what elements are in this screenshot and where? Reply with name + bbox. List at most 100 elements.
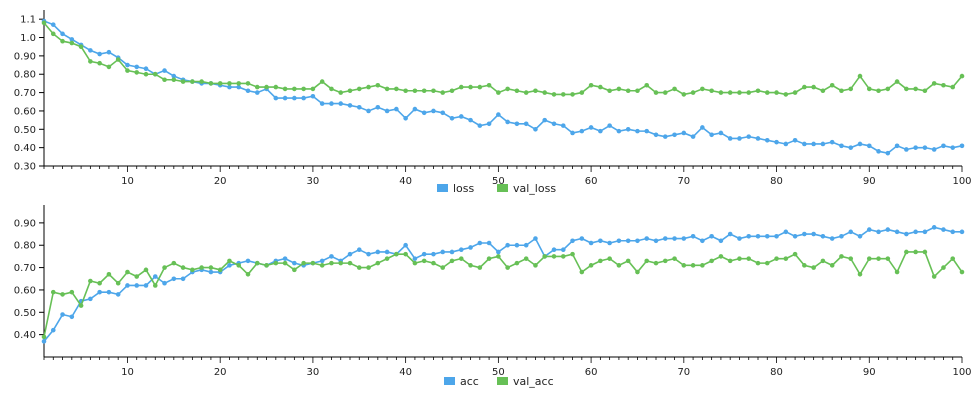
data-point-val_loss	[737, 90, 742, 95]
data-point-val_acc	[607, 256, 612, 261]
data-point-val_loss	[560, 92, 566, 97]
data-point-acc	[134, 283, 140, 288]
data-point-loss	[356, 104, 362, 110]
data-point-val_acc	[533, 263, 538, 268]
data-point-val_acc	[542, 254, 548, 259]
data-point-val_acc	[384, 256, 390, 261]
data-point-acc	[366, 251, 371, 257]
data-point-acc	[829, 236, 835, 241]
data-point-val_loss	[496, 90, 501, 95]
data-point-acc	[616, 238, 622, 244]
y-tick-label: 0.80	[14, 241, 36, 252]
data-point-acc	[560, 247, 566, 253]
data-point-val_loss	[292, 86, 297, 92]
data-point-val_loss	[301, 86, 306, 92]
legend-swatch-acc	[444, 377, 455, 385]
x-tick-label: 50	[492, 367, 505, 378]
data-point-val_loss	[959, 73, 965, 79]
data-point-acc	[403, 242, 408, 248]
y-tick-label: 0.60	[14, 106, 36, 117]
x-tick-label: 40	[399, 176, 412, 187]
x-tick-label: 60	[585, 176, 598, 187]
data-point-loss	[802, 141, 807, 147]
data-point-val_acc	[115, 280, 121, 286]
data-point-val_acc	[774, 256, 779, 261]
data-point-acc	[88, 296, 93, 302]
data-point-val_acc	[301, 260, 306, 266]
data-point-loss	[579, 128, 585, 134]
series-line-acc	[43, 226, 962, 342]
data-point-val_loss	[310, 86, 316, 92]
data-point-val_acc	[829, 263, 835, 268]
data-point-acc	[329, 254, 334, 259]
data-point-acc	[894, 229, 900, 235]
data-point-loss	[709, 132, 714, 138]
data-point-val_loss	[514, 88, 520, 94]
data-point-acc	[440, 249, 446, 255]
data-point-loss	[440, 110, 446, 116]
data-point-val_acc	[292, 267, 297, 273]
data-point-val_acc	[570, 251, 575, 257]
data-point-val_loss	[505, 86, 510, 92]
data-point-val_loss	[588, 82, 594, 88]
data-point-val_loss	[273, 84, 279, 90]
data-point-loss	[662, 134, 668, 139]
data-point-loss	[431, 108, 436, 114]
data-point-val_loss	[533, 88, 538, 94]
y-tick-label: 0.50	[14, 125, 36, 136]
data-point-val_loss	[319, 79, 325, 84]
data-point-val_acc	[366, 265, 371, 270]
data-point-loss	[792, 138, 798, 143]
x-tick-label: 100	[952, 367, 971, 378]
x-tick-label: 80	[770, 367, 783, 378]
data-point-loss	[477, 123, 483, 128]
data-point-acc	[60, 312, 65, 317]
x-tick-label: 60	[585, 367, 598, 378]
data-point-acc	[774, 233, 779, 239]
data-point-val_acc	[319, 263, 325, 268]
data-point-val_acc	[746, 256, 752, 261]
data-point-val_loss	[115, 57, 121, 62]
data-point-loss	[273, 95, 279, 101]
data-point-acc	[97, 289, 102, 295]
y-tick-label: 0.50	[14, 308, 36, 319]
data-point-val_acc	[421, 258, 427, 264]
y-tick-label: 0.70	[14, 263, 36, 274]
data-point-acc	[50, 327, 56, 333]
data-point-val_loss	[254, 84, 260, 90]
data-point-val_loss	[78, 44, 84, 50]
data-point-val_loss	[282, 86, 288, 92]
data-point-val_loss	[690, 90, 696, 95]
data-point-acc	[227, 263, 232, 268]
data-point-loss	[588, 125, 594, 130]
data-point-val_loss	[625, 88, 631, 94]
data-point-val_loss	[523, 90, 529, 95]
data-point-acc	[514, 242, 520, 248]
data-point-val_acc	[737, 256, 742, 261]
data-point-val_acc	[412, 260, 418, 266]
data-point-val_acc	[662, 258, 668, 264]
data-point-val_acc	[681, 263, 687, 268]
data-point-val_loss	[551, 92, 557, 97]
data-point-acc	[885, 227, 891, 232]
data-point-val_acc	[134, 274, 140, 279]
data-point-loss	[143, 66, 149, 72]
data-point-acc	[319, 258, 325, 264]
data-point-val_acc	[811, 265, 816, 270]
x-tick-label: 70	[677, 176, 690, 187]
data-point-loss	[106, 49, 112, 55]
data-point-val_loss	[69, 40, 75, 46]
data-point-loss	[885, 150, 891, 156]
data-point-loss	[69, 37, 75, 42]
chart-panel-1: 0.30 0.40 0.50 0.60 0.70 0.80 0.90 1.0 1.1 10 20 30…	[14, 10, 972, 195]
data-point-val_acc	[802, 263, 807, 268]
data-point-val_acc	[560, 254, 566, 259]
series-line-loss	[43, 20, 963, 155]
data-point-acc	[180, 276, 186, 282]
data-point-val_acc	[848, 256, 854, 261]
data-point-val_loss	[264, 84, 269, 90]
legend-label-acc: acc	[460, 375, 479, 388]
data-point-acc	[421, 251, 427, 257]
legend-swatch-loss	[437, 184, 448, 192]
data-point-val_loss	[449, 88, 455, 94]
